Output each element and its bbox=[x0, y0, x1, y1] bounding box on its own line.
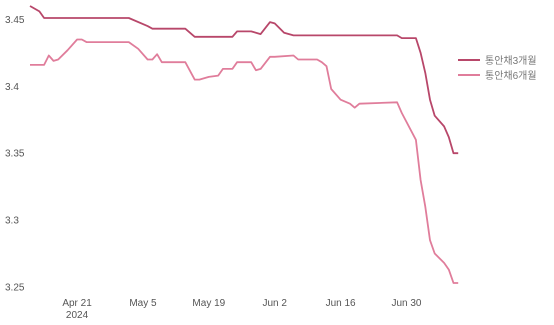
legend: 통안채3개월 통안채6개월 bbox=[458, 52, 537, 82]
x-tick-label: Jun 16 bbox=[326, 298, 356, 309]
series-line-2 bbox=[30, 38, 459, 284]
y-axis: 3.25 3.3 3.35 3.4 3.45 bbox=[5, 15, 25, 294]
y-tick-label: 3.35 bbox=[5, 149, 25, 160]
legend-item-series-2[interactable]: 통안채6개월 bbox=[458, 67, 537, 82]
x-tick-label: May 5 bbox=[129, 298, 157, 309]
legend-label-series-1: 통안채3개월 bbox=[485, 56, 537, 67]
x-tick-sublabel: 2024 bbox=[66, 310, 89, 321]
x-tick-label: May 19 bbox=[192, 298, 225, 309]
plot-area bbox=[29, 5, 459, 284]
y-tick-label: 3.25 bbox=[5, 283, 25, 294]
legend-swatch-series-2 bbox=[458, 73, 480, 76]
series-line-1 bbox=[29, 5, 459, 155]
x-tick-label: Apr 21 bbox=[62, 298, 92, 309]
y-tick-label: 3.4 bbox=[5, 82, 19, 93]
legend-item-series-1[interactable]: 통안채3개월 bbox=[458, 52, 537, 67]
y-tick-label: 3.3 bbox=[5, 216, 19, 227]
x-tick-label: Jun 30 bbox=[391, 298, 421, 309]
legend-swatch-series-1 bbox=[458, 58, 480, 61]
legend-label-series-2: 통안채6개월 bbox=[485, 71, 537, 82]
x-tick-label: Jun 2 bbox=[262, 298, 287, 309]
y-tick-label: 3.45 bbox=[5, 15, 25, 26]
